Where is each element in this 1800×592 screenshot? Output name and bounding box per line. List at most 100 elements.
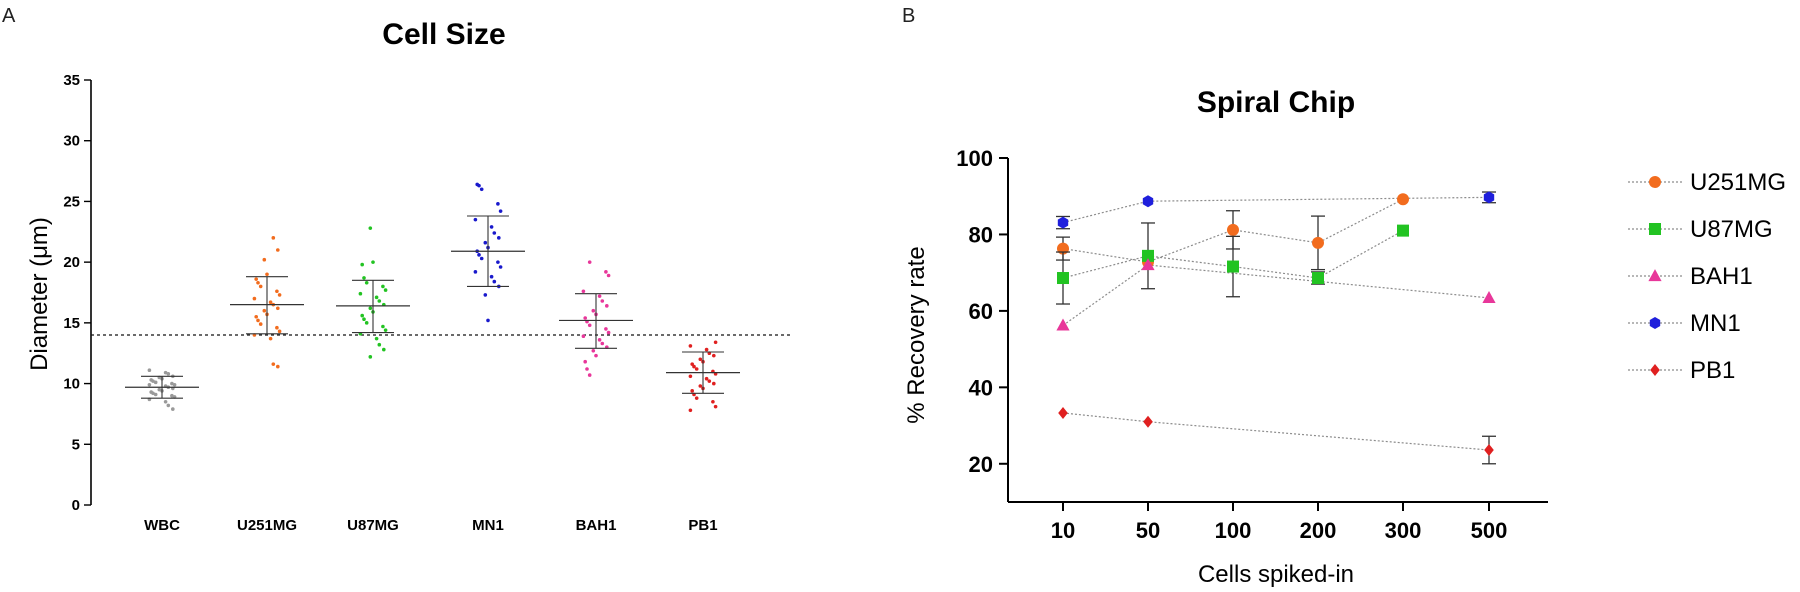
chart-a-point [163, 399, 168, 404]
chart-a-point [479, 256, 484, 261]
chart-a-point [492, 231, 497, 235]
chart-a-point [473, 270, 478, 274]
chart-a-point [276, 364, 280, 369]
chart-b-tick-labels: 20 40 60 80 100 10 50 100 200 300 500 [956, 146, 1507, 543]
chart-a-point [271, 362, 276, 366]
chart-b-point [1143, 415, 1153, 428]
chart-a-point [604, 327, 608, 331]
chart-a-point [364, 280, 369, 285]
chart-a-x-tick-label: WBC [144, 517, 180, 534]
chart-b-y-tick-label: 80 [969, 222, 993, 247]
chart-b-point [1057, 272, 1069, 285]
chart-b-point [1058, 406, 1068, 419]
chart-a-point [170, 381, 174, 386]
chart-a-point [360, 313, 365, 318]
chart-b-legend-marker [1649, 176, 1661, 188]
chart-a-point [688, 374, 693, 379]
chart-a-point [587, 260, 592, 264]
chart-a-point [277, 293, 282, 297]
chart-b-x-tick-label: 200 [1300, 518, 1337, 543]
chart-a-point [486, 318, 490, 323]
chart-a-point [583, 359, 587, 364]
chart-a-point [489, 274, 494, 279]
chart-a-point [713, 404, 718, 409]
chart-b-point [1056, 318, 1070, 331]
chart-a-point [587, 323, 592, 328]
chart-a-point [358, 291, 363, 296]
chart-a-point [364, 321, 369, 325]
chart-a-point [712, 381, 716, 386]
chart-b-y-tick-label: 60 [969, 299, 993, 324]
chart-b-point [1141, 258, 1155, 271]
chart-b-point [1142, 249, 1154, 262]
chart-a-point [583, 316, 587, 320]
chart-a-point [585, 367, 589, 371]
chart-a-point [604, 270, 608, 274]
chart-a-point [362, 317, 366, 322]
chart-a-point [262, 257, 267, 262]
chart-a-y-tick-label: 25 [63, 193, 80, 210]
chart-a-point [591, 308, 596, 313]
chart-a-point [368, 355, 373, 359]
chart-a-point [483, 240, 488, 245]
chart-a-x-tick-label: PB1 [688, 517, 717, 534]
chart-a-point [473, 217, 478, 222]
chart-a-point [254, 314, 258, 319]
chart-a-point [606, 330, 611, 335]
chart-a-x-tick-label: MN1 [472, 517, 504, 534]
chart-b-point [1312, 236, 1324, 249]
chart-a-point [383, 328, 388, 332]
chart-a-point [492, 279, 497, 284]
chart-a-y-tick-label: 35 [63, 72, 80, 89]
chart-b-legend-label: MN1 [1690, 310, 1741, 337]
chart-b-title: Spiral Chip [1197, 86, 1355, 119]
chart-a-point [368, 226, 373, 230]
chart-b-legend-marker [1648, 269, 1662, 282]
chart-a-point [477, 183, 481, 188]
chart-a-y-tick-label: 20 [63, 254, 80, 271]
chart-b-x-tick-label: 300 [1385, 518, 1422, 543]
chart-a-point [690, 389, 694, 393]
chart-a-point [711, 399, 715, 404]
chart-a-point [692, 364, 696, 369]
chart-a-point [600, 299, 605, 303]
chart-b-series-line [1062, 264, 1490, 326]
chart-a-point [707, 379, 712, 383]
chart-b-series-lines [1062, 196, 1490, 451]
chart-a-point [597, 338, 602, 342]
chart-a-y-axis-label: Diameter (μm) [26, 217, 53, 371]
chart-a-y-tick-label: 15 [63, 315, 80, 332]
chart-a-point [256, 318, 260, 323]
chart-a-point [153, 392, 158, 397]
panel-letter-a: A [2, 5, 16, 27]
chart-a-point [497, 236, 501, 240]
chart-a-point [591, 348, 596, 353]
chart-a-point [581, 289, 586, 294]
chart-a-point [581, 334, 586, 339]
chart-a-point [381, 324, 385, 329]
chart-b-point [1057, 216, 1069, 229]
chart-a-point [698, 357, 703, 362]
chart-a-point [172, 382, 177, 387]
chart-a-point [374, 295, 379, 300]
chart-a-point [704, 376, 709, 381]
chart-a-point [496, 260, 500, 264]
chart-a-point [275, 325, 279, 330]
chart-b-point [1312, 272, 1324, 285]
chart-b-x-tick-label: 100 [1215, 518, 1252, 543]
chart-a-point [258, 284, 263, 289]
chart-b-point [1484, 444, 1494, 457]
chart-b-legend-marker [1650, 364, 1660, 376]
chart-b-point [1142, 195, 1154, 208]
chart-a-point [153, 380, 158, 385]
chart-a-point [383, 288, 388, 292]
chart-a-point [498, 209, 503, 213]
chart-a-point [163, 370, 168, 375]
chart-b-legend-marker [1649, 317, 1661, 329]
chart-a-title: Cell Size [382, 18, 505, 51]
chart-a-x-tick-label: U251MG [237, 517, 297, 534]
panel-a-cell-size-chart: A Cell Size Diameter (μm) 0 5 10 15 20 25 30 35… [2, 5, 793, 534]
chart-b-point [1483, 191, 1495, 204]
chart-a-point [262, 308, 267, 313]
chart-b-point [1397, 193, 1409, 206]
